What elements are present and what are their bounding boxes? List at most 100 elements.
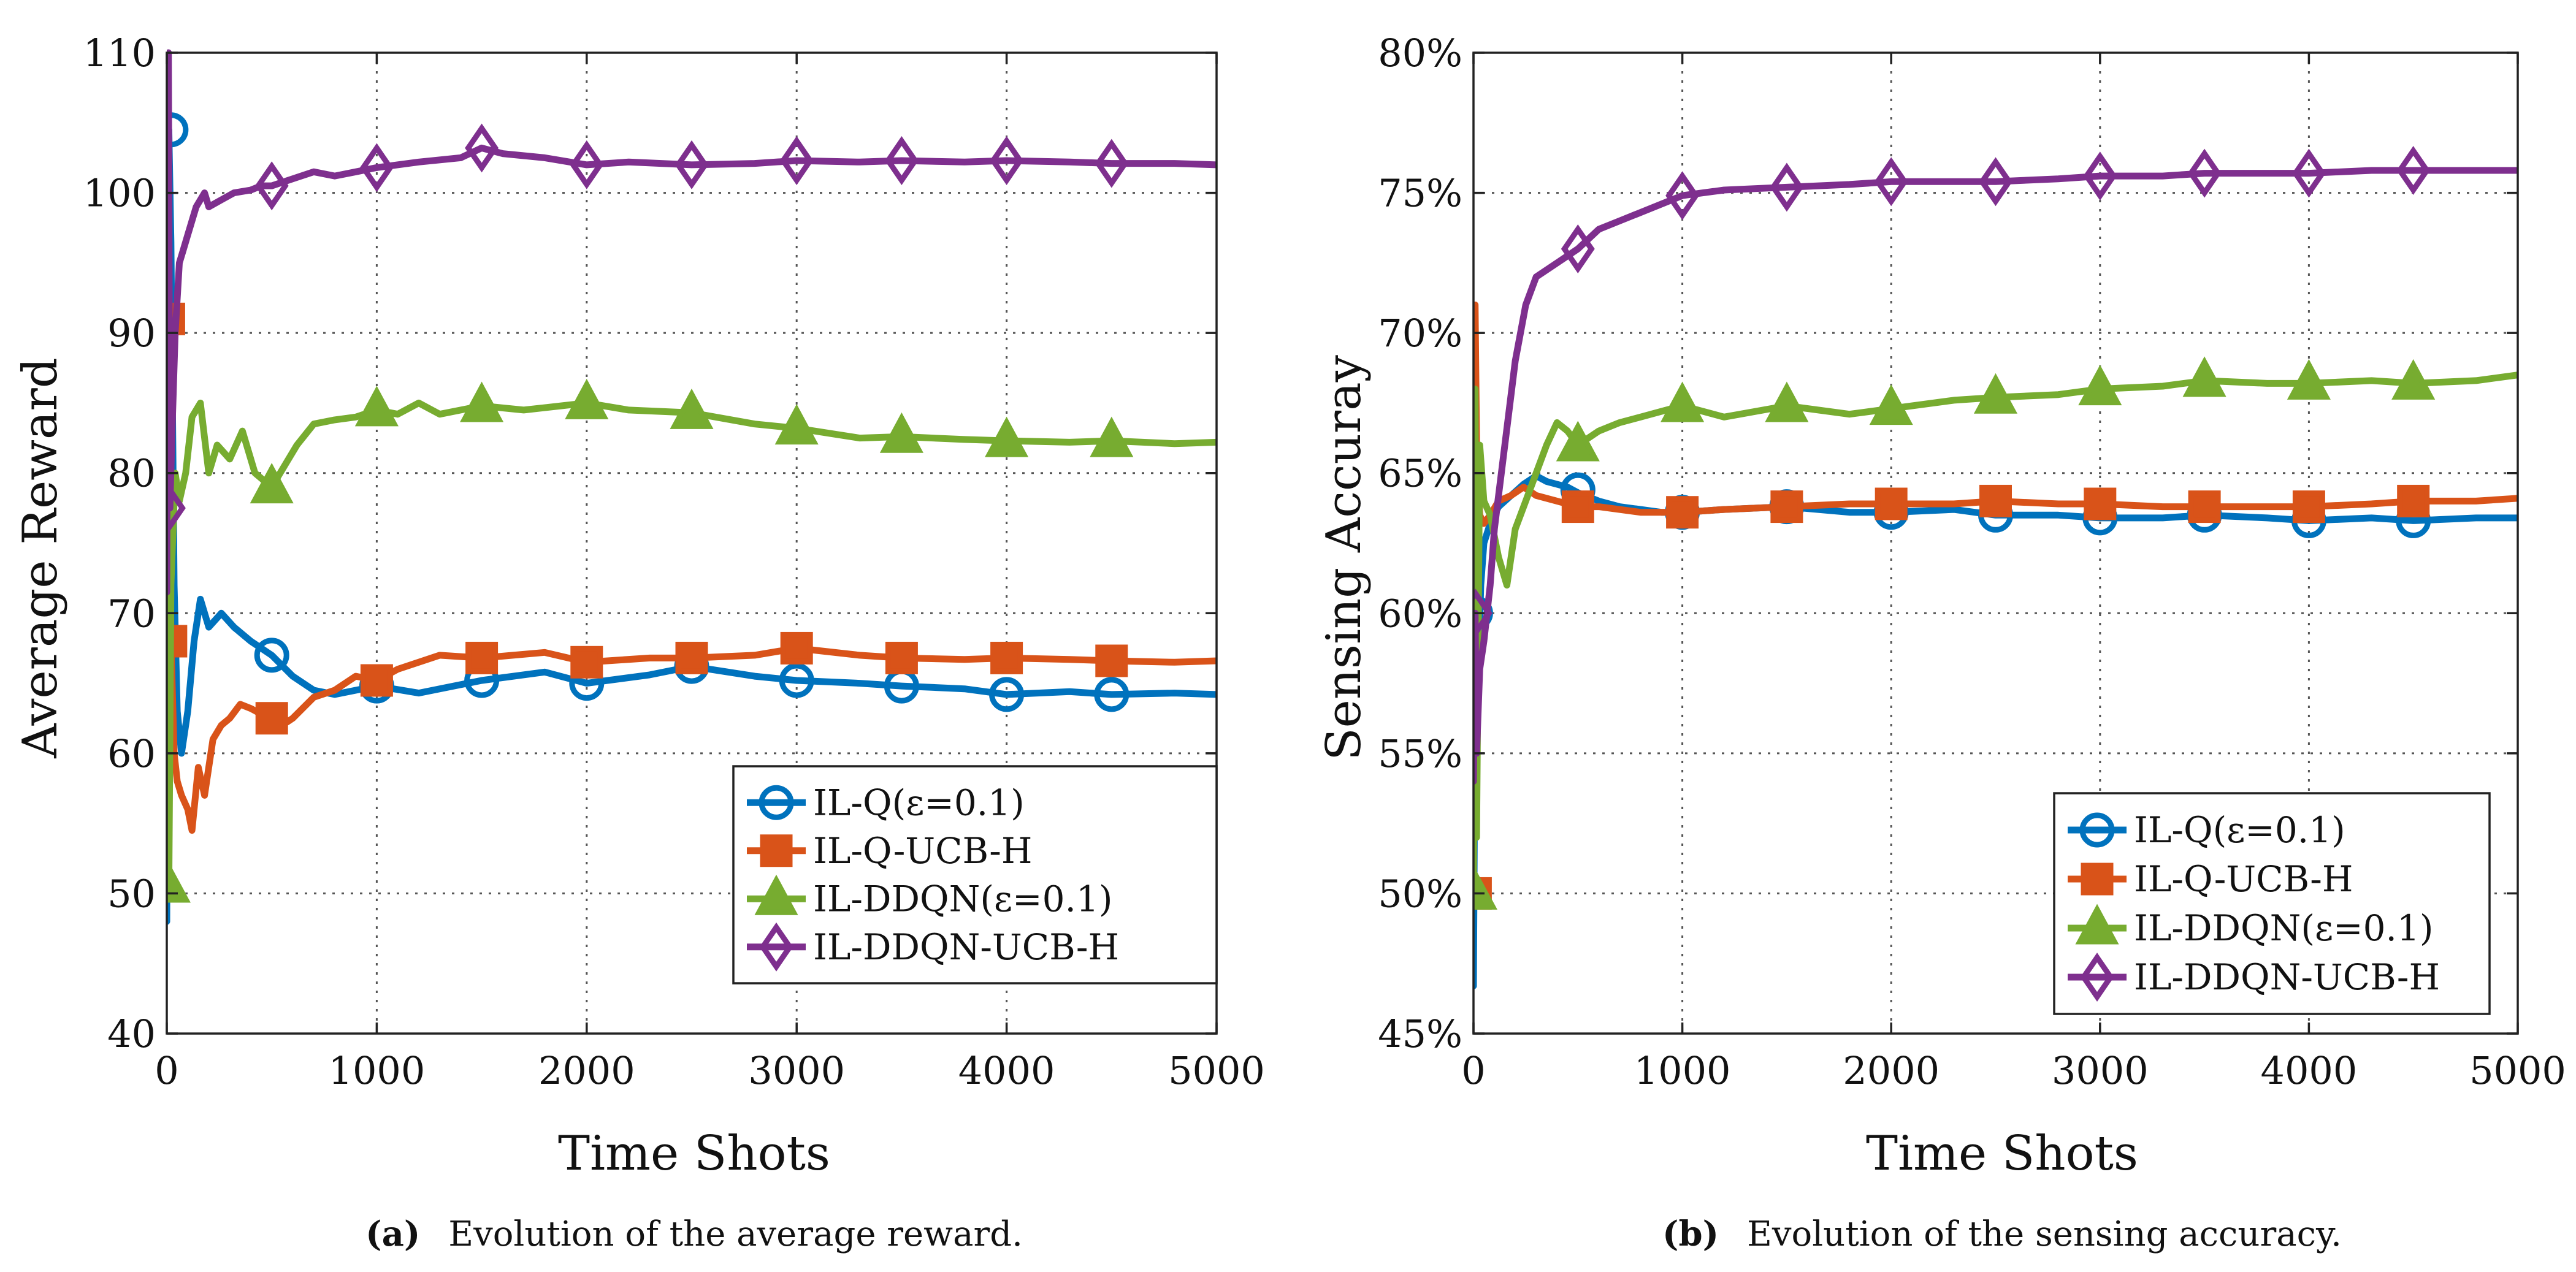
y-tick-label-a-1: 50	[107, 871, 156, 916]
legend-label-b-1: IL-Q-UCB-H	[2134, 858, 2353, 900]
legend-label-b-0: IL-Q(ε=0.1)	[2134, 809, 2345, 851]
legend-item-a-1: IL-Q-UCB-H	[747, 830, 1032, 872]
data-point-a-3-4	[570, 140, 604, 189]
legend-item-a-0: IL-Q(ε=0.1)	[747, 782, 1025, 823]
data-point-b-1-2	[1666, 496, 1699, 529]
x-axis-label-b: Time Shots	[1866, 1126, 2138, 1181]
caption-b: (b) Evolution of the sensing accuracy.	[1662, 1214, 2342, 1254]
data-point-a-0-1	[254, 638, 289, 673]
data-point-b-3-2	[1665, 171, 1700, 221]
series-group-b	[1473, 146, 2518, 989]
y-tick-label-a-5: 90	[107, 311, 156, 356]
y-tick-label-a-6: 100	[83, 171, 156, 216]
x-axis-label-a: Time Shots	[558, 1126, 830, 1181]
chart-panel-b: 0 1000 2000 3000 4000 5000 45% 50% 55% 60% 65% 70% 7…	[1317, 31, 2566, 1254]
legend-swatch-marker-b-0	[2079, 812, 2115, 848]
legend-swatch-marker-b-1	[2081, 863, 2114, 896]
data-point-b-3-6	[2083, 151, 2117, 201]
x-tick-label-b-4: 4000	[2261, 1048, 2358, 1093]
series-group-a	[167, 49, 1217, 925]
legend-item-b-2: IL-DDQN(ε=0.1)	[2068, 904, 2433, 949]
data-point-a-3-0	[167, 483, 186, 533]
legend-swatch-marker-a-0	[759, 785, 794, 820]
grid-a	[167, 53, 1217, 1034]
data-point-a-2-9	[1090, 416, 1134, 457]
data-point-b-3-0	[1473, 588, 1492, 638]
data-point-b-1-8	[2292, 490, 2325, 524]
data-point-b-2-1	[1556, 421, 1600, 462]
data-point-a-0-8	[989, 677, 1025, 712]
legend-label-a-0: IL-Q(ε=0.1)	[813, 782, 1025, 823]
y-tick-label-b-3: 60%	[1378, 591, 1462, 636]
x-tick-label-a-4: 4000	[958, 1048, 1055, 1093]
legend-swatch-marker-a-3	[759, 922, 793, 972]
data-point-a-3-8	[990, 136, 1024, 185]
data-point-a-3-2	[359, 143, 394, 192]
legend-label-a-3: IL-DDQN-UCB-H	[813, 926, 1119, 968]
legend-item-b-3: IL-DDQN-UCB-H	[2068, 953, 2440, 1002]
data-point-b-1-9	[2397, 484, 2430, 517]
y-tick-label-b-4: 65%	[1378, 451, 1462, 496]
x-tick-label-a-0: 0	[155, 1048, 178, 1093]
x-tick-label-a-5: 5000	[1168, 1048, 1265, 1093]
data-point-a-3-7	[884, 136, 919, 185]
y-tick-label-a-2: 60	[107, 731, 156, 776]
data-point-a-0-9	[1094, 677, 1129, 712]
caption-label-a: (a)	[365, 1214, 420, 1254]
data-point-a-0-6	[779, 663, 814, 698]
data-point-b-1-3	[1770, 490, 1803, 524]
caption-text-b: Evolution of the sensing accuracy.	[1747, 1214, 2342, 1254]
legend-swatch-marker-b-2	[2075, 904, 2119, 945]
data-point-b-3-7	[2187, 148, 2222, 198]
axes-frame-a: 0 1000 2000 3000 4000 5000 40 50 60 70 80 90 100 110	[83, 31, 1265, 1093]
x-tick-label-b-1: 1000	[1634, 1048, 1731, 1093]
y-axis-label-b: Sensing Accuray	[1317, 355, 1372, 761]
data-point-a-2-4	[565, 378, 609, 419]
series-line-a-1	[167, 315, 1217, 834]
y-tick-label-a-7: 110	[83, 31, 156, 75]
legend-swatch-marker-a-2	[754, 874, 798, 915]
data-point-a-3-9	[1095, 139, 1129, 188]
data-point-b-1-6	[2084, 487, 2117, 520]
caption-a: (a) Evolution of the average reward.	[365, 1214, 1023, 1254]
y-tick-label-b-6: 75%	[1378, 171, 1462, 216]
data-point-a-1-6	[675, 641, 708, 674]
axes-frame-b: 0 1000 2000 3000 4000 5000 45% 50% 55% 60% 65% 70% 7…	[1378, 31, 2566, 1093]
legend-box-b	[2053, 792, 2491, 1015]
data-point-b-3-1	[1561, 224, 1595, 273]
data-point-b-3-3	[1770, 162, 1804, 212]
caption-text-a: Evolution of the average reward.	[448, 1214, 1023, 1254]
x-tick-label-b-5: 5000	[2469, 1048, 2566, 1093]
y-tick-label-a-4: 80	[107, 451, 156, 496]
data-point-a-1-3	[360, 664, 393, 697]
data-point-b-1-4	[1875, 487, 1908, 520]
plot-border-b	[1472, 51, 2519, 1035]
data-point-a-2-6	[774, 404, 819, 445]
y-tick-label-b-2: 55%	[1378, 731, 1462, 776]
y-tick-label-a-3: 70	[107, 591, 156, 636]
series-markers-b-3	[1473, 146, 2431, 638]
data-point-b-2-3	[1765, 381, 1809, 422]
series-line-a-0	[167, 126, 1217, 925]
legend-swatch-marker-b-3	[2080, 953, 2114, 1002]
plot-area-b: 0 1000 2000 3000 4000 5000 45% 50% 55% 60% 65% 70% 7…	[1378, 31, 2566, 1093]
legend-box-a	[732, 765, 1218, 984]
legend-a: IL-Q(ε=0.1) IL-Q-UCB-H IL-DDQN(ε=0.1) IL-DD…	[732, 765, 1218, 984]
data-point-b-3-5	[1979, 157, 2012, 207]
data-point-a-3-6	[779, 136, 814, 185]
y-tick-label-a-0: 40	[107, 1011, 156, 1056]
legend-item-b-1: IL-Q-UCB-H	[2068, 858, 2353, 900]
data-point-b-2-9	[2391, 359, 2436, 400]
series-markers-a-3	[167, 123, 1129, 533]
data-point-a-3-3	[465, 123, 499, 173]
data-point-a-1-9	[990, 641, 1023, 674]
data-point-b-2-6	[2078, 365, 2122, 406]
data-point-a-2-5	[670, 388, 714, 429]
data-point-a-1-4	[465, 641, 499, 674]
y-tick-label-b-1: 50%	[1378, 871, 1462, 916]
x-tick-label-a-3: 3000	[748, 1048, 845, 1093]
legend-label-b-2: IL-DDQN(ε=0.1)	[2134, 907, 2433, 949]
data-point-a-2-8	[985, 416, 1029, 457]
data-point-a-2-2	[354, 386, 399, 427]
